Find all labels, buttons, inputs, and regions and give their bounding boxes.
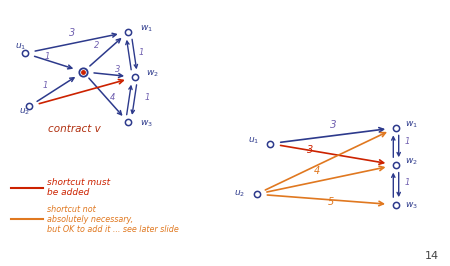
Text: 1: 1 [405,178,410,187]
Text: $w_3$: $w_3$ [140,118,153,128]
Text: 1: 1 [42,81,48,90]
Text: $w_2$: $w_2$ [146,69,159,79]
Text: 1: 1 [45,52,50,61]
Text: $u_2$: $u_2$ [19,106,30,117]
Text: 4: 4 [110,93,115,102]
Text: shortcut must
be added: shortcut must be added [47,178,110,197]
Text: contract v: contract v [48,124,101,134]
Text: 1: 1 [138,48,144,57]
Text: 4: 4 [314,166,320,176]
Text: 3: 3 [330,120,336,130]
Text: shortcut not
absolutely necessary,
but OK to add it ... see later slide: shortcut not absolutely necessary, but O… [47,205,179,234]
Text: 1: 1 [145,93,150,102]
Text: $w_1$: $w_1$ [405,119,418,130]
Text: 3: 3 [307,145,314,155]
Text: 14: 14 [425,251,439,261]
Text: 1: 1 [405,137,410,146]
Text: 2: 2 [94,41,99,50]
Text: $u_2$: $u_2$ [234,189,245,199]
Text: $u_1$: $u_1$ [15,41,26,52]
Text: $w_1$: $w_1$ [140,24,153,34]
Text: 3: 3 [69,28,75,38]
Text: $w_3$: $w_3$ [405,201,418,211]
Text: 5: 5 [328,197,334,207]
Text: $w_2$: $w_2$ [405,157,418,167]
Text: $u_1$: $u_1$ [248,135,259,146]
Text: 3: 3 [116,65,121,74]
